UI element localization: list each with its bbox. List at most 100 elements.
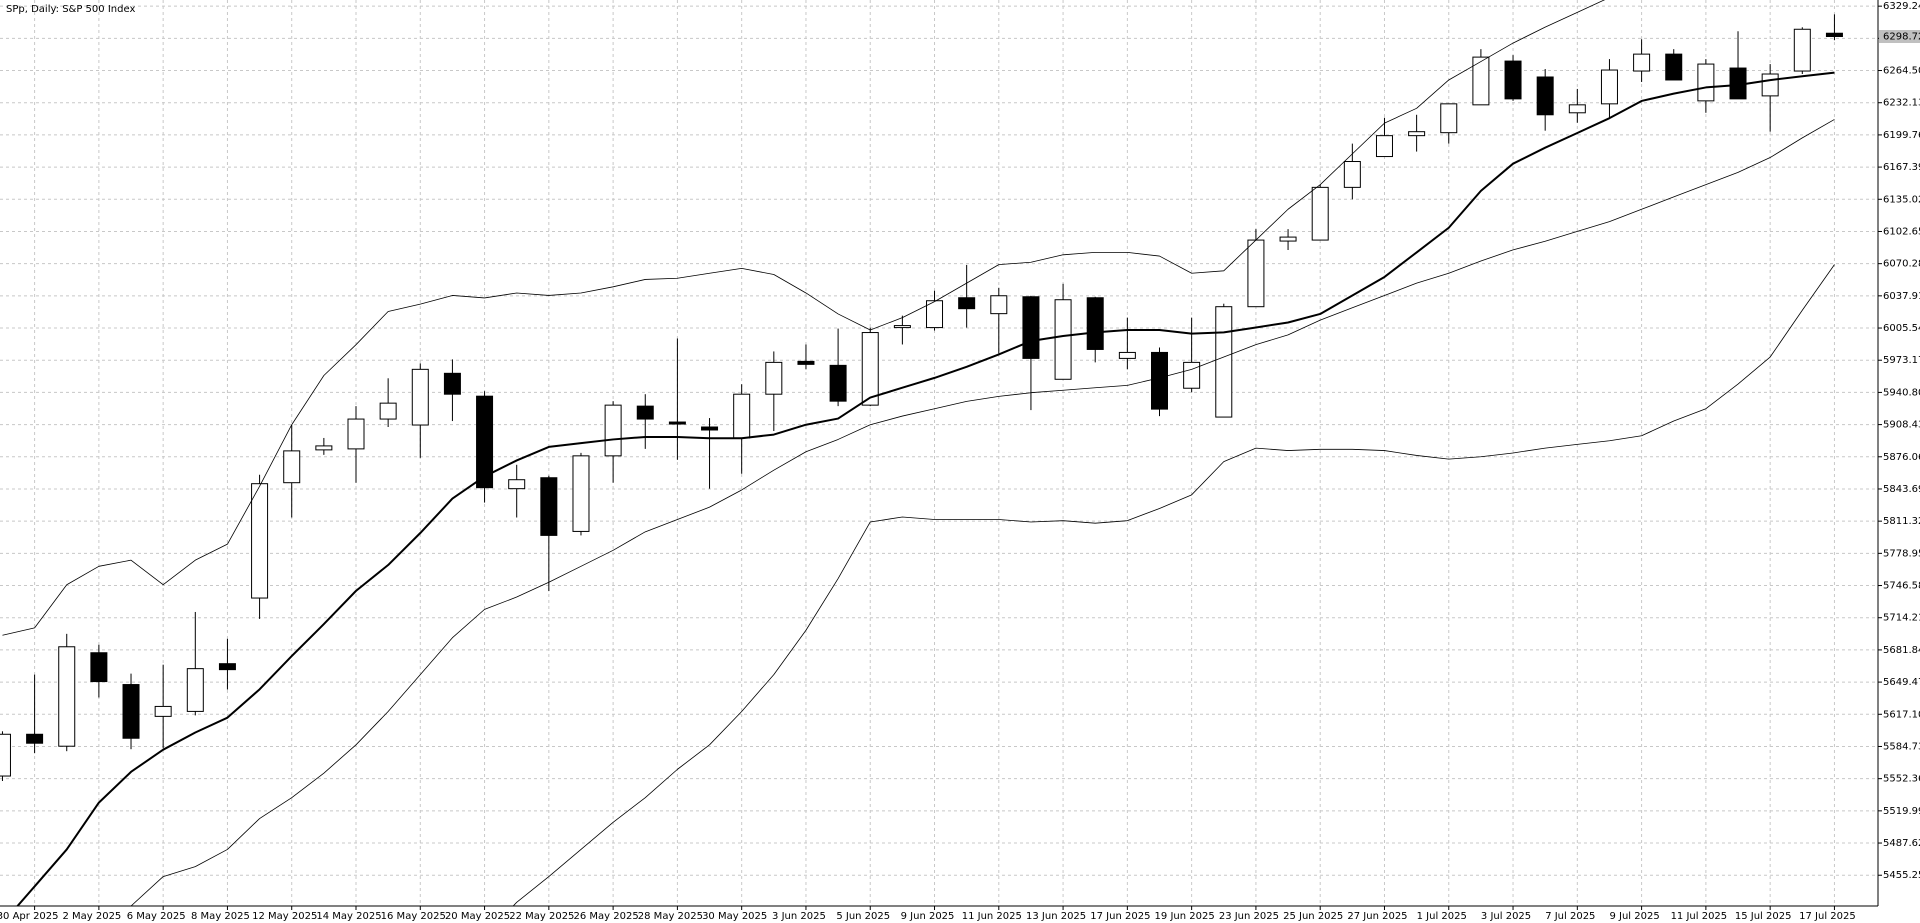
- last-price-box: [1879, 30, 1920, 44]
- y-tick-label: 6167.39: [1883, 162, 1920, 173]
- candle-body: [186, 668, 204, 712]
- last-price-label: 6298.72: [1883, 32, 1920, 43]
- x-tick-label: 22 May 2025: [509, 911, 574, 922]
- candle-body: [636, 405, 654, 420]
- x-tick-label: 30 Apr 2025: [0, 911, 59, 922]
- candle-body: [1279, 236, 1297, 242]
- x-tick-label: 9 Jun 2025: [901, 911, 955, 922]
- candle-body: [1472, 56, 1490, 106]
- y-tick-label: 5681.84: [1883, 645, 1920, 656]
- x-tick-label: 11 Jun 2025: [962, 911, 1022, 922]
- candle-body: [733, 393, 751, 439]
- candle-body: [926, 300, 944, 329]
- candle-body: [347, 418, 365, 450]
- candle-body: [1086, 297, 1104, 350]
- x-tick-label: 25 Jun 2025: [1283, 911, 1343, 922]
- chart-title: SPp, Daily: S&P 500 Index: [6, 4, 135, 15]
- candle-body: [251, 483, 269, 599]
- y-tick-label: 6070.28: [1883, 259, 1920, 270]
- x-tick-label: 14 May 2025: [316, 911, 381, 922]
- candle-body: [26, 733, 44, 744]
- candle-body: [1665, 53, 1683, 81]
- candle-body: [283, 450, 301, 484]
- x-tick-label: 28 May 2025: [638, 911, 703, 922]
- candle-body: [1247, 239, 1265, 308]
- candle-body: [1568, 104, 1586, 114]
- x-tick-label: 27 Jun 2025: [1347, 911, 1407, 922]
- y-tick-label: 5519.99: [1883, 806, 1920, 817]
- y-tick-label: 5746.58: [1883, 581, 1920, 592]
- x-tick-label: 3 Jul 2025: [1481, 911, 1531, 922]
- candle-body: [1825, 32, 1843, 38]
- x-tick-label: 11 Jul 2025: [1671, 911, 1728, 922]
- x-tick-label: 7 Jul 2025: [1545, 911, 1595, 922]
- candle-body: [154, 705, 172, 717]
- candle-body: [1633, 53, 1651, 72]
- candle-body: [1151, 351, 1168, 410]
- candle-body: [701, 426, 719, 431]
- x-tick-label: 8 May 2025: [191, 911, 250, 922]
- y-tick-label: 5778.95: [1883, 548, 1920, 559]
- candle-body: [540, 477, 558, 536]
- candle-body: [1440, 103, 1458, 134]
- candle-body: [90, 652, 108, 683]
- x-tick-label: 6 May 2025: [127, 911, 186, 922]
- y-tick-label: 5940.80: [1883, 387, 1920, 398]
- candle-body: [476, 395, 494, 489]
- candle-body: [893, 325, 911, 329]
- candle-body: [58, 646, 76, 747]
- candle-body: [797, 360, 815, 365]
- y-tick-label: 6135.02: [1883, 194, 1920, 205]
- candle-body: [411, 368, 429, 426]
- y-tick-label: 5908.43: [1883, 420, 1920, 431]
- plot-area: [0, 0, 1843, 906]
- candle-body: [829, 364, 847, 402]
- candle-body: [765, 361, 783, 395]
- candle-body: [1761, 73, 1779, 97]
- x-tick-label: 23 Jun 2025: [1219, 911, 1279, 922]
- x-tick-label: 20 May 2025: [445, 911, 510, 922]
- candle-body: [0, 733, 11, 777]
- y-tick-label: 6264.50: [1883, 66, 1920, 77]
- x-tick-label: 16 May 2025: [381, 911, 446, 922]
- y-tick-label: 5876.06: [1883, 452, 1920, 463]
- candle-body: [1022, 296, 1040, 359]
- y-tick-label: 5617.10: [1883, 709, 1920, 720]
- candle-body: [1600, 69, 1618, 105]
- x-tick-label: 2 May 2025: [62, 911, 121, 922]
- y-tick-label: 5649.47: [1883, 677, 1920, 688]
- y-tick-label: 6199.76: [1883, 130, 1920, 141]
- candle-body: [1408, 131, 1426, 137]
- candle-body: [572, 455, 590, 532]
- candle-body: [1215, 306, 1233, 418]
- x-tick-label: 3 Jun 2025: [772, 911, 826, 922]
- x-tick-label: 12 May 2025: [252, 911, 317, 922]
- candle-body: [379, 402, 397, 420]
- x-tick-label: 17 Jul 2025: [1799, 911, 1856, 922]
- y-tick-label: 6329.24: [1883, 1, 1920, 12]
- y-tick-label: 6005.54: [1883, 323, 1920, 334]
- y-tick-label: 5811.32: [1883, 516, 1920, 527]
- candle-body: [443, 372, 461, 395]
- x-tick-label: 9 Jul 2025: [1609, 911, 1659, 922]
- candle-body: [1375, 135, 1393, 158]
- candle-body: [1793, 28, 1811, 72]
- x-tick-label: 30 May 2025: [702, 911, 767, 922]
- y-tick-label: 6037.91: [1883, 291, 1920, 302]
- x-tick-label: 13 Jun 2025: [1026, 911, 1086, 922]
- indicator-line: [512, 264, 1835, 906]
- x-tick-label: 19 Jun 2025: [1155, 911, 1215, 922]
- candle-body: [1311, 186, 1329, 241]
- candle-body: [1697, 63, 1715, 102]
- candle-body: [604, 404, 622, 457]
- y-tick-label: 5843.69: [1883, 484, 1920, 495]
- x-tick-label: 1 Jul 2025: [1417, 911, 1467, 922]
- y-tick-label: 5455.25: [1883, 870, 1920, 881]
- y-tick-label: 6102.65: [1883, 226, 1920, 237]
- x-tick-label: 17 Jun 2025: [1090, 911, 1150, 922]
- indicator-line: [2, 0, 1606, 636]
